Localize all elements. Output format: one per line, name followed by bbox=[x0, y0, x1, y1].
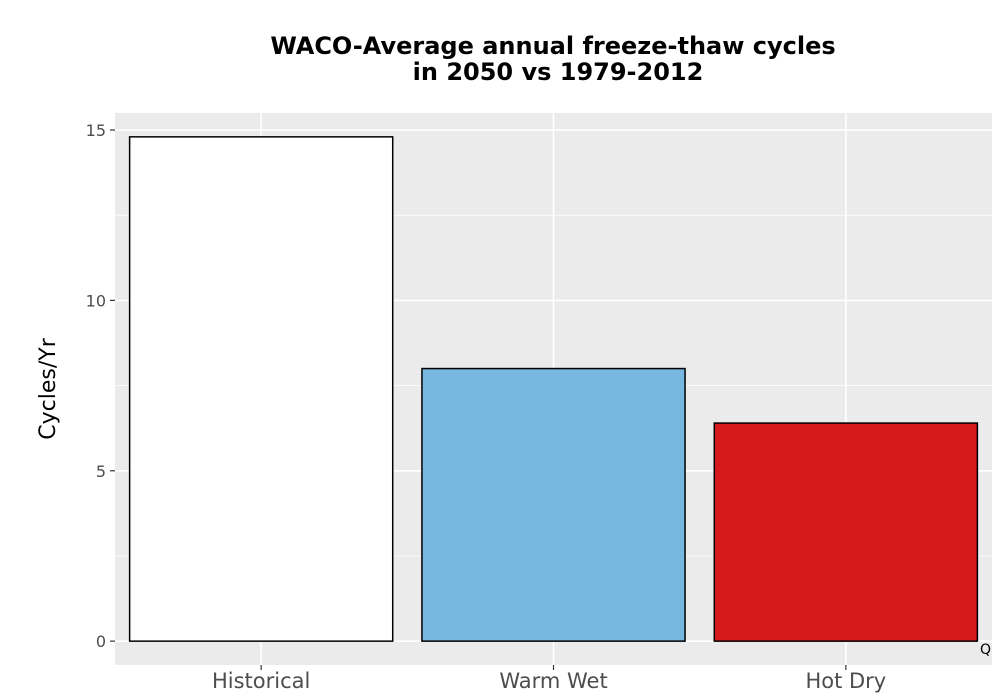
chart-title-line-2: in 2050 vs 1979-2012 bbox=[413, 58, 704, 86]
bar-hot-dry bbox=[713, 422, 979, 642]
y-axis-title: Cycles/Yr bbox=[36, 337, 61, 439]
x-tick-label: Historical bbox=[212, 669, 310, 693]
bar-warm-wet bbox=[421, 367, 686, 642]
x-tick-label: Hot Dry bbox=[805, 669, 886, 693]
y-axis: 0 5 10 15 bbox=[86, 121, 115, 651]
bars bbox=[128, 136, 979, 642]
x-tick-label: Warm Wet bbox=[499, 669, 607, 693]
y-tick-label: 15 bbox=[86, 121, 106, 140]
y-tick-label: 5 bbox=[96, 462, 106, 481]
chart-title-line-1: WACO-Average annual freeze-thaw cycles bbox=[270, 32, 835, 60]
x-axis: Historical Warm Wet Hot Dry bbox=[212, 665, 886, 693]
corner-mark: Q bbox=[980, 642, 991, 658]
bar-historical bbox=[128, 136, 394, 642]
y-tick-label: 10 bbox=[86, 291, 106, 310]
y-tick-label: 0 bbox=[96, 632, 106, 651]
